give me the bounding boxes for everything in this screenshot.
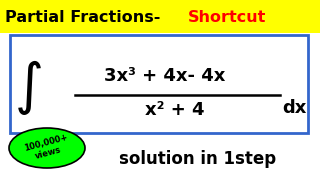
Text: solution in 1step: solution in 1step <box>119 150 276 168</box>
Text: 100,000+
views: 100,000+ views <box>23 133 71 163</box>
Text: ∫: ∫ <box>15 61 44 115</box>
Text: dx: dx <box>282 99 306 117</box>
Text: 3x³ + 4x- 4x: 3x³ + 4x- 4x <box>104 67 226 85</box>
Text: Shortcut: Shortcut <box>188 10 266 24</box>
Text: x² + 4: x² + 4 <box>145 101 205 119</box>
Bar <box>0 0 320 33</box>
Bar <box>10 35 308 133</box>
Text: Partial Fractions-: Partial Fractions- <box>5 10 160 24</box>
Ellipse shape <box>9 128 85 168</box>
